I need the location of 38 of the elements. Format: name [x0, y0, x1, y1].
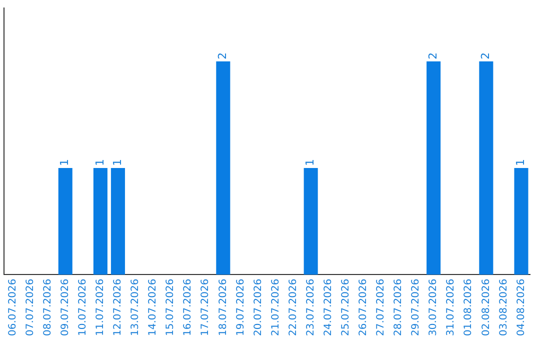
data-label: 2	[479, 52, 492, 60]
x-tick-label: 13.07.2026	[130, 278, 142, 336]
x-tick-label: 02.08.2026	[480, 278, 492, 336]
x-tick-label: 15.07.2026	[165, 278, 176, 336]
x-tick-label: 28.07.2026	[393, 278, 404, 336]
data-label: 1	[304, 159, 317, 166]
data-label: 1	[110, 159, 124, 166]
x-tick-label: 09.07.2026	[60, 278, 71, 336]
x-tick-label: 24.07.2026	[322, 278, 334, 336]
x-tick-label: 12.07.2026	[112, 278, 124, 336]
x-tick-label: 21.07.2026	[270, 278, 282, 336]
data-label: 1	[93, 159, 106, 166]
x-tick-label: 19.07.2026	[235, 278, 246, 336]
data-label: 1	[514, 159, 528, 166]
x-tick-label: 20.07.2026	[252, 278, 264, 336]
x-tick-label: 10.07.2026	[77, 278, 88, 336]
x-tick-label: 29.07.2026	[410, 278, 422, 336]
x-tick-label: 11.07.2026	[95, 278, 106, 336]
x-tick-label: 03.08.2026	[498, 278, 510, 336]
x-tick-label: 31.07.2026	[446, 278, 457, 336]
x-tick-label: 26.07.2026	[358, 278, 370, 336]
x-tick-label: 01.08.2026	[463, 278, 474, 336]
x-tick-label: 14.07.2026	[148, 278, 159, 336]
x-tick-label: 07.07.2026	[24, 278, 36, 336]
data-label: 2	[216, 52, 230, 60]
x-tick-label: 27.07.2026	[376, 278, 387, 336]
x-tick-label: 06.07.2026	[7, 278, 18, 336]
x-tick-label: 08.07.2026	[42, 278, 54, 336]
x-tick-label: 17.07.2026	[200, 278, 212, 336]
x-tick-label: 04.08.2026	[516, 278, 527, 336]
x-tick-label: 30.07.2026	[428, 278, 440, 336]
x-tick-label: 25.07.2026	[340, 278, 352, 336]
data-label: 2	[426, 52, 440, 60]
x-tick-label: 16.07.2026	[182, 278, 194, 336]
x-tick-label: 22.07.2026	[288, 278, 299, 336]
data-label: 1	[58, 159, 72, 166]
x-tick-label: 18.07.2026	[218, 278, 229, 336]
x-tick-label: 23.07.2026	[305, 278, 316, 336]
